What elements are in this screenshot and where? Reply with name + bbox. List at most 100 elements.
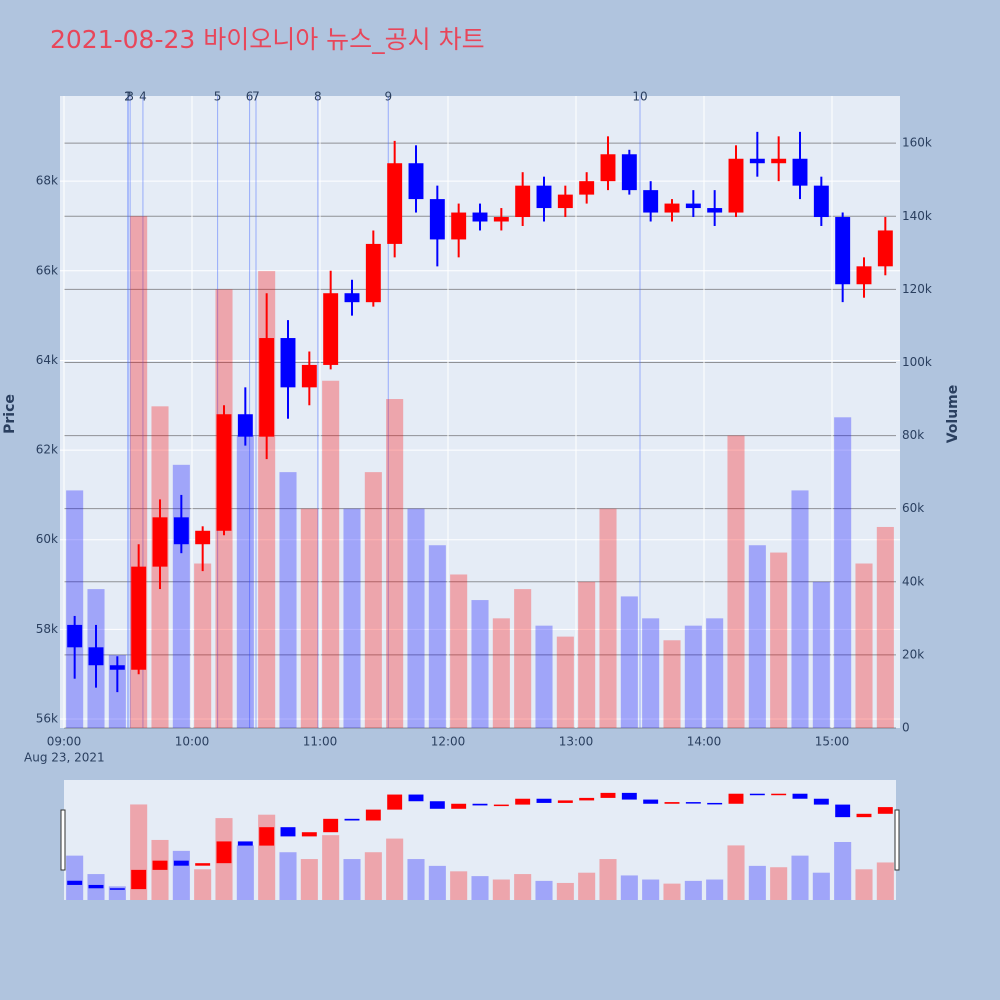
candle-body [280, 338, 296, 388]
y-tick-label: 58k [36, 622, 58, 636]
candle-body [152, 517, 168, 567]
candle-body [493, 217, 509, 222]
volume-bar [684, 625, 702, 728]
y-tick-label: 68k [36, 174, 58, 188]
x-tick-label: 11:00 [303, 735, 338, 749]
volume-bar [300, 508, 318, 728]
mini-volume-bar [322, 835, 340, 900]
mini-volume-bar [279, 852, 297, 900]
mini-volume-bar [834, 841, 852, 900]
mini-candle [109, 888, 125, 890]
mini-candle [472, 803, 488, 806]
mini-candle [621, 792, 637, 800]
volume-bar [578, 581, 596, 728]
candle-body [216, 414, 232, 531]
mini-volume-bar [812, 872, 830, 900]
mini-candle [835, 804, 851, 818]
mini-candle [771, 793, 787, 796]
x-sublabel: Aug 23, 2021 [24, 751, 105, 765]
candle-body [237, 414, 253, 437]
mini-volume-bar [876, 862, 894, 900]
mini-volume-bar [620, 875, 638, 900]
mini-volume-bar [151, 839, 169, 900]
mini-candle [344, 818, 360, 821]
mini-volume-bar [66, 855, 84, 900]
volume-bar [791, 490, 809, 728]
candle-body [664, 203, 680, 213]
volume-bar [834, 417, 852, 728]
mini-candle [195, 863, 211, 866]
mini-volume-bar [642, 879, 660, 900]
y2-tick-label: 120k [902, 282, 932, 296]
mini-candle [728, 793, 744, 804]
mini-candle [280, 827, 296, 837]
mini-candle [749, 793, 765, 796]
volume-bar [770, 552, 788, 728]
event-label: 3 [126, 90, 134, 104]
mini-volume-bar [343, 859, 361, 900]
volume-bar [194, 563, 212, 728]
volume-bar [706, 618, 724, 728]
y-axis-title: Price [2, 394, 18, 434]
volume-bar [66, 490, 84, 728]
candle-body [429, 199, 445, 240]
candle-body [813, 185, 829, 218]
mini-candle [365, 809, 381, 821]
candle-body [835, 217, 851, 285]
y-tick-label: 56k [36, 712, 58, 726]
candle-body [707, 208, 723, 213]
mini-candle [792, 793, 808, 799]
x-tick-label: 13:00 [559, 735, 594, 749]
y-tick-label: 66k [36, 263, 58, 277]
mini-volume-bar [706, 879, 724, 900]
mini-candle [131, 869, 147, 890]
mini-volume-bar [364, 852, 382, 900]
range-slider[interactable] [64, 780, 896, 900]
y2-axis-title: Volume [945, 385, 961, 444]
candle-body [536, 185, 552, 209]
y2-tick-label: 160k [902, 136, 932, 150]
range-handle[interactable] [894, 809, 900, 871]
mini-volume-bar [407, 859, 425, 900]
volume-bar [236, 435, 254, 728]
volume-bar [642, 618, 660, 728]
mini-volume-bar [791, 855, 809, 900]
mini-volume-bar [855, 869, 873, 900]
candle-body [88, 647, 104, 666]
candle-body [877, 230, 893, 267]
volume-bar [599, 508, 617, 728]
mini-candle [536, 798, 552, 803]
mini-candle [643, 799, 659, 804]
mini-volume-bar [684, 880, 702, 900]
mini-candle [685, 802, 701, 804]
y2-tick-label: 100k [902, 355, 932, 369]
volume-bar [279, 472, 297, 728]
volume-bar [727, 435, 745, 728]
event-label: 6 [246, 90, 254, 104]
candle-body [301, 364, 317, 388]
event-label: 9 [384, 90, 392, 104]
mini-volume-bar [236, 845, 254, 900]
candle-body [621, 154, 637, 191]
volume-bar [663, 640, 681, 728]
range-handle[interactable] [60, 809, 66, 871]
x-tick-label: 15:00 [815, 735, 850, 749]
volume-bar [343, 508, 361, 728]
event-label: 4 [139, 90, 147, 104]
plot-area [60, 96, 900, 728]
volume-bar [620, 596, 638, 728]
mini-volume-bar [727, 845, 745, 900]
mini-candle [323, 818, 339, 833]
volume-bar [535, 625, 553, 728]
mini-candle [877, 807, 893, 814]
mini-volume-bar [599, 859, 617, 900]
mini-volume-bar [386, 838, 404, 900]
volume-bar [492, 618, 510, 728]
candle-body [515, 185, 531, 218]
candle-body [387, 163, 403, 244]
candle-body [173, 517, 189, 545]
candle-body [749, 158, 765, 164]
mini-candle [429, 801, 445, 809]
candle-body [685, 203, 701, 209]
